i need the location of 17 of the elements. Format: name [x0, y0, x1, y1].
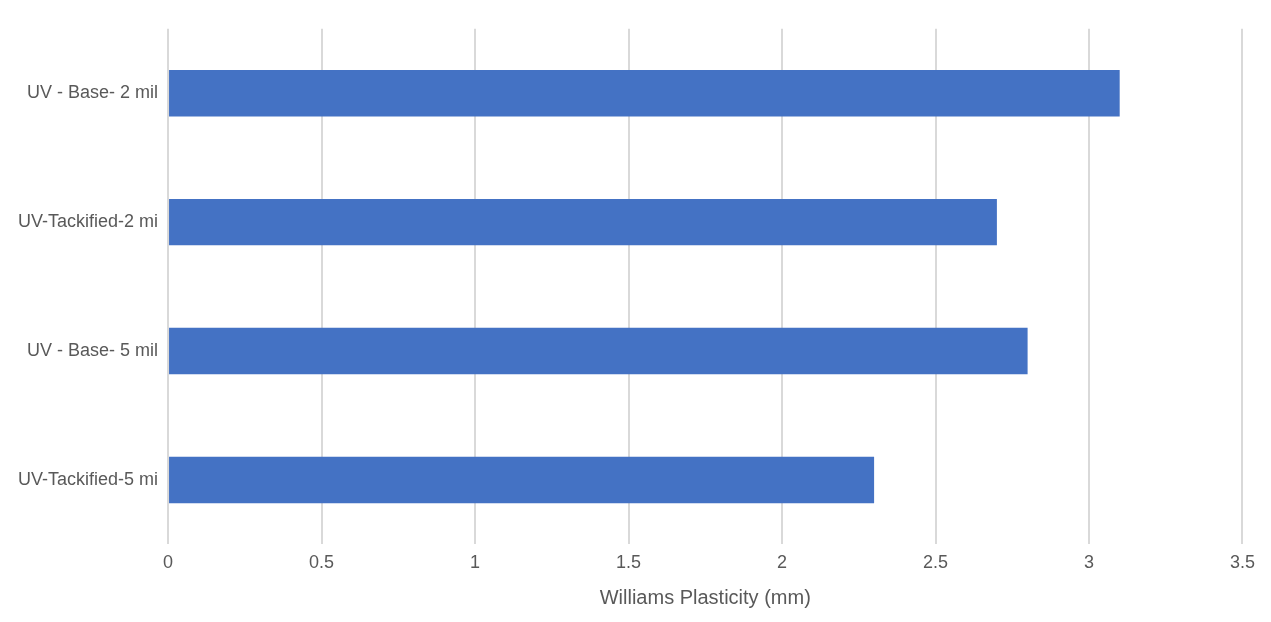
x-tick-label: 1.5	[616, 552, 642, 573]
x-tick-label: 1	[470, 552, 481, 573]
x-tick-label: 3	[1083, 552, 1094, 573]
x-tick-label: 3.5	[1229, 552, 1255, 573]
bar	[169, 456, 875, 504]
bar	[169, 327, 1028, 375]
y-tick-label: UV - Base- 2 mil	[27, 82, 159, 103]
x-axis-title: Williams Plasticity (mm)	[599, 585, 811, 608]
x-tick-label: 0.5	[309, 552, 335, 573]
x-tick-label: 0	[163, 552, 174, 573]
y-tick-label: UV - Base- 5 mil	[27, 340, 159, 361]
y-tick-label: UV-Tackified-5 mi	[17, 468, 159, 489]
x-tick-label: 2.5	[922, 552, 949, 573]
bar	[169, 198, 997, 246]
x-tick-label: 2	[777, 552, 788, 573]
bar	[169, 70, 1120, 117]
y-tick-label: UV-Tackified-2 mi	[17, 211, 159, 232]
